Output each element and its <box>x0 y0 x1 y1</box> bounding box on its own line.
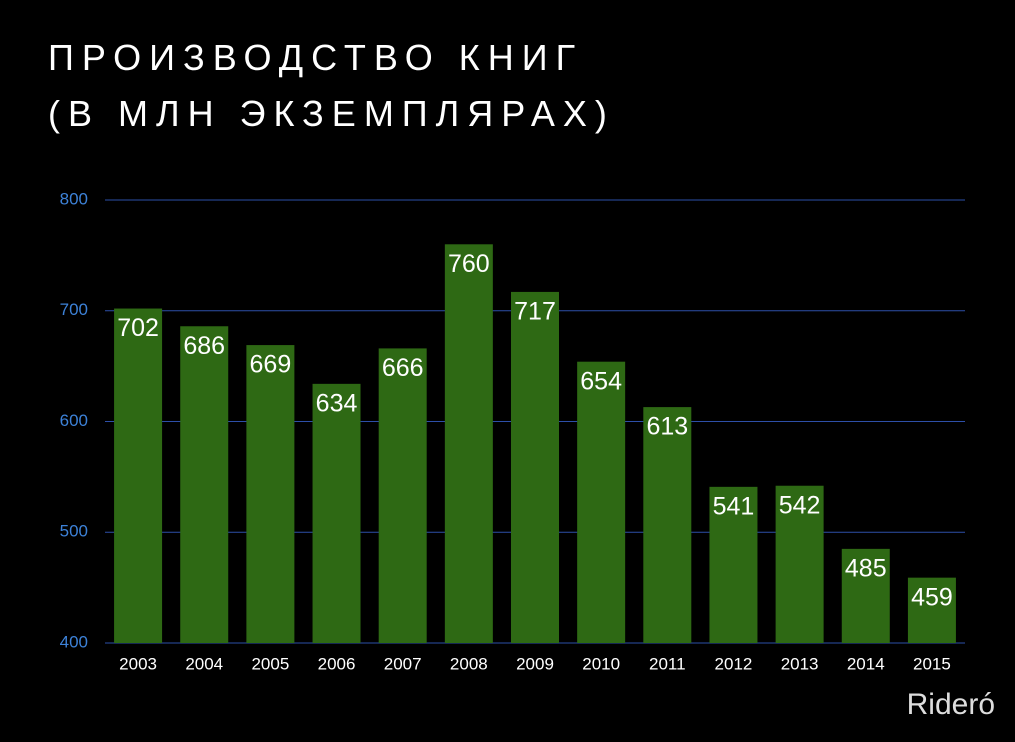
bar <box>444 244 493 644</box>
value-label: 760 <box>448 250 490 278</box>
value-label: 669 <box>250 351 292 379</box>
bar <box>643 407 692 643</box>
x-tick-label: 2013 <box>781 654 819 673</box>
y-tick-label: 600 <box>60 411 88 430</box>
x-tick-label: 2007 <box>384 654 422 673</box>
bar <box>709 486 758 643</box>
value-label: 702 <box>117 314 159 342</box>
bar <box>114 308 163 643</box>
bar <box>511 291 559 643</box>
x-tick-label: 2005 <box>251 654 289 673</box>
x-tick-label: 2008 <box>450 654 488 673</box>
y-tick-label: 500 <box>60 522 88 541</box>
bar <box>246 345 295 643</box>
value-label: 541 <box>713 492 755 520</box>
value-label: 686 <box>183 332 225 360</box>
x-tick-label: 2014 <box>847 654 885 673</box>
value-label: 634 <box>316 389 358 417</box>
bar <box>841 548 890 643</box>
value-label: 654 <box>580 367 622 395</box>
chart-title: ПРОИЗВОДСТВО КНИГ (В МЛН ЭКЗЕМПЛЯРАХ) <box>48 37 615 134</box>
value-label: 666 <box>382 354 424 382</box>
bar <box>577 361 626 643</box>
x-tick-label: 2004 <box>185 654 223 673</box>
x-tick-label: 2011 <box>649 654 686 673</box>
x-tick-label: 2003 <box>119 654 157 673</box>
value-label: 542 <box>779 491 821 519</box>
value-label: 459 <box>911 583 953 611</box>
x-tick-label: 2010 <box>582 654 620 673</box>
x-tick-label: 2006 <box>318 654 356 673</box>
y-tick-label: 700 <box>60 300 88 319</box>
bar <box>378 348 427 643</box>
watermark: Rideró <box>907 688 995 721</box>
bar <box>907 577 956 643</box>
value-label: 613 <box>646 413 688 441</box>
value-label: 717 <box>514 298 556 326</box>
y-tick-label: 400 <box>60 632 88 651</box>
x-tick-label: 2012 <box>715 654 753 673</box>
y-tick-label: 800 <box>60 189 88 208</box>
value-label: 485 <box>845 554 887 582</box>
bar <box>312 383 361 643</box>
x-tick-label: 2015 <box>913 654 951 673</box>
bar <box>775 485 824 643</box>
x-tick-label: 2009 <box>516 654 554 673</box>
bar <box>180 326 229 643</box>
